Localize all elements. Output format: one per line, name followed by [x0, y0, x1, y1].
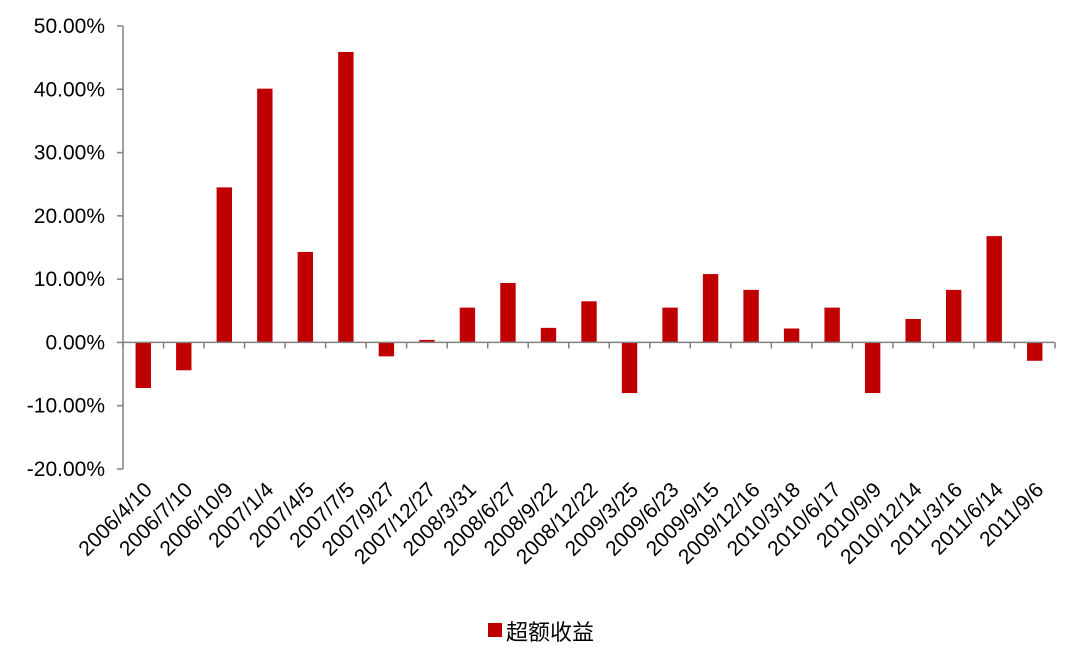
legend: 超额收益 [488, 620, 594, 645]
bar [297, 251, 314, 343]
bar [257, 88, 273, 343]
y-tick-label: 10.00% [34, 268, 105, 291]
bar [378, 342, 395, 357]
bar [419, 339, 435, 343]
bar [621, 342, 638, 394]
bar [662, 307, 678, 343]
bar [581, 301, 597, 343]
bar [500, 282, 516, 343]
bar [824, 307, 840, 343]
legend-swatch [488, 623, 502, 637]
bar [176, 342, 192, 371]
y-tick-label: 50.00% [34, 15, 105, 38]
y-tick-label: 20.00% [34, 205, 105, 228]
bar [743, 289, 759, 343]
y-tick-label: -10.00% [27, 395, 105, 418]
bar [338, 51, 354, 343]
y-axis: 50.00% 40.00% 30.00% 20.00% 10.00% 0.00% -10.0… [27, 15, 124, 481]
bar [459, 307, 476, 343]
bar [1027, 342, 1043, 361]
bar [945, 289, 962, 343]
y-tick-label: 0.00% [45, 331, 105, 354]
bar [905, 319, 921, 343]
bars [135, 51, 1043, 394]
x-axis: 2006/4/102006/7/102006/10/92007/1/42007/… [74, 341, 1056, 569]
bar [216, 187, 233, 343]
bar [783, 328, 800, 343]
bar [986, 236, 1002, 343]
legend-label-excess-return: 超额收益 [506, 620, 594, 645]
y-tick-label: 40.00% [34, 78, 105, 101]
bar [864, 342, 881, 394]
y-tick-label: 30.00% [34, 142, 105, 165]
bar [135, 342, 151, 388]
bar [540, 327, 557, 343]
bar [702, 274, 719, 343]
y-tick-label: -20.00% [27, 458, 105, 481]
